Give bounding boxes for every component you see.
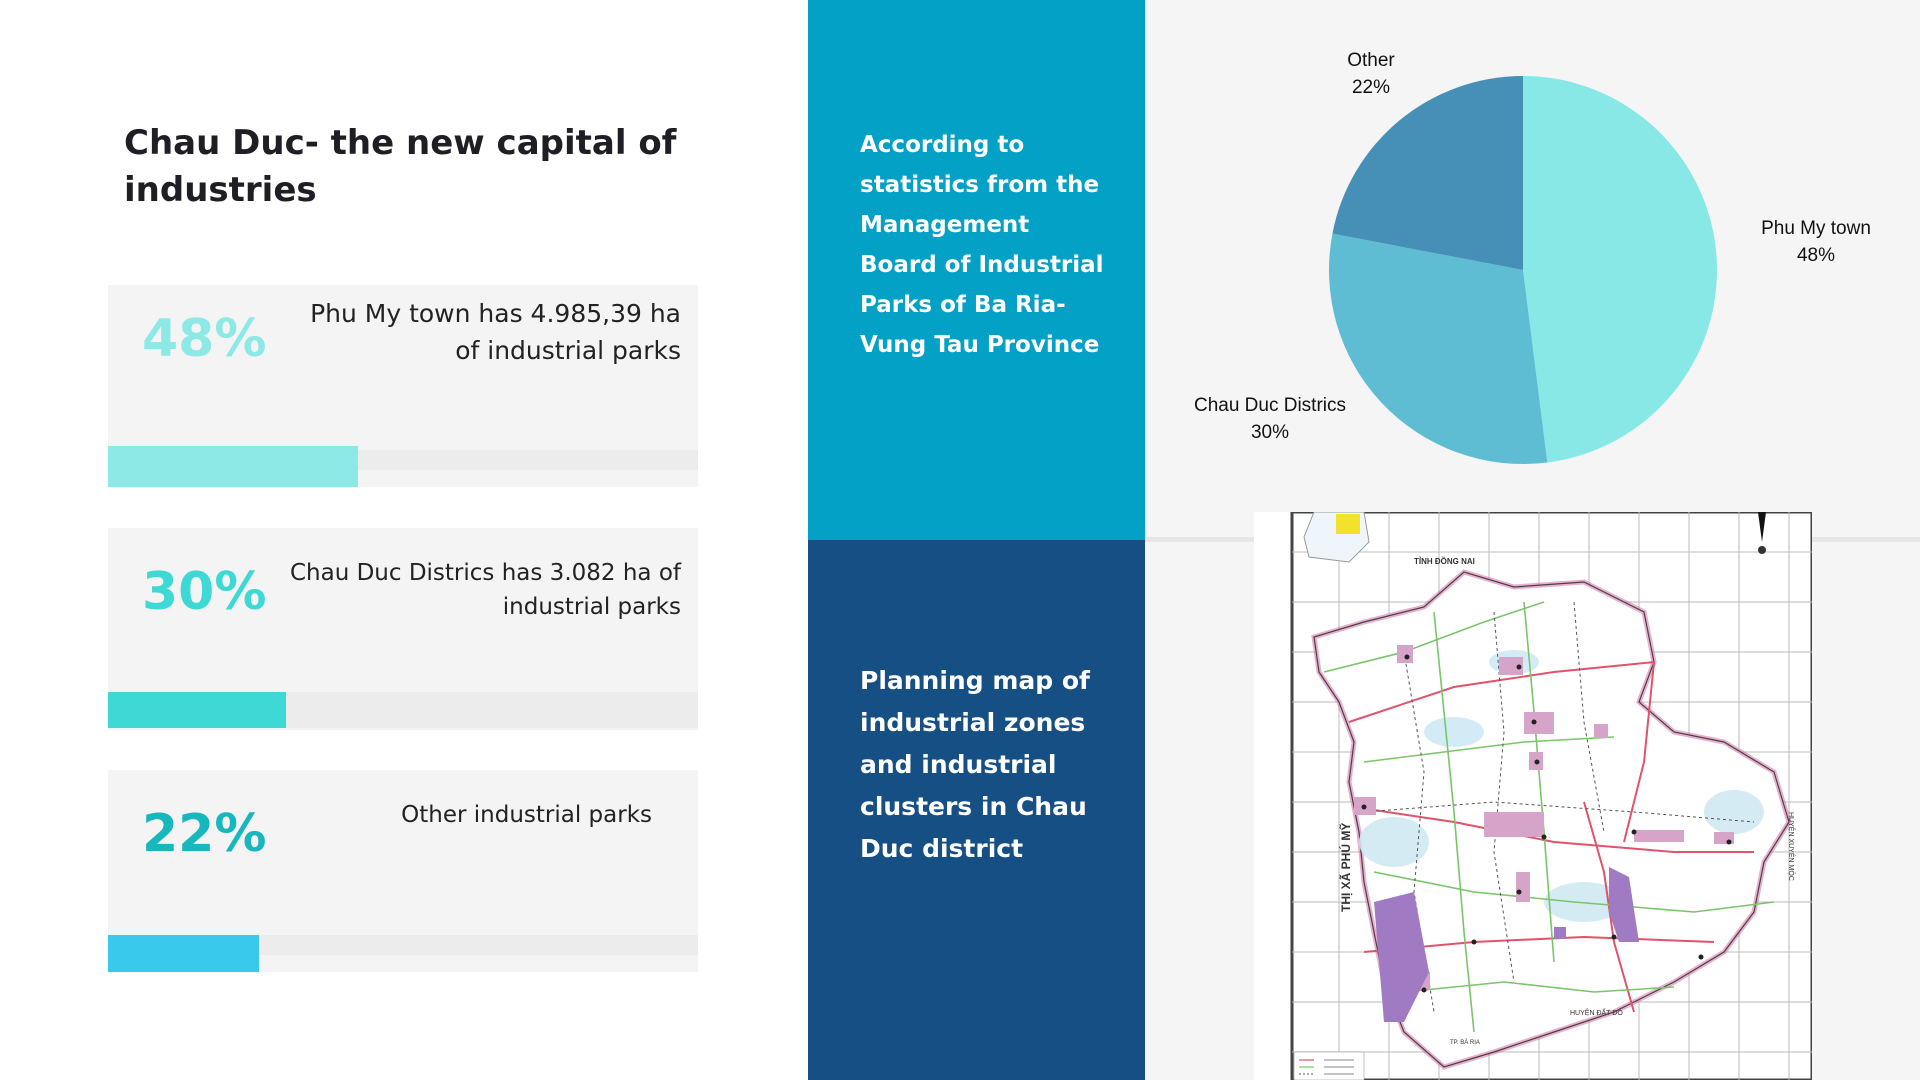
district-outline <box>1313 571 1790 1068</box>
north-arrow-icon <box>1758 512 1766 542</box>
map-caption-panel: Planning map of industrial zones and ind… <box>808 540 1145 1080</box>
stat-description: Other industrial parks <box>401 802 652 828</box>
pie-label-name: Other <box>1347 50 1395 71</box>
map-legend <box>1293 1051 1365 1080</box>
pie-slice-phu-my-town <box>1523 76 1717 463</box>
progress-track <box>108 446 698 487</box>
map-label-south: HUYỆN ĐẤT ĐỎ <box>1570 1007 1623 1017</box>
stat-percent: 30% <box>142 562 267 622</box>
map-label-west: THỊ XÃ PHÚ MỸ <box>1338 823 1353 912</box>
progress-fill <box>108 692 286 728</box>
map-graphic: TỈNH ĐỒNG NAI THỊ XÃ PHÚ MỸ HUYỆN XUYÊN … <box>1254 512 1812 1080</box>
page-title: Chau Duc- the new capital of industries <box>124 123 677 210</box>
stat-description: Chau Duc Districs has 3.082 ha of indust… <box>289 560 681 620</box>
left-panel: Chau Duc- the new capital of industries … <box>0 0 808 1080</box>
pie-slice-chau-duc-districs <box>1329 233 1548 464</box>
progress-fill <box>108 935 259 972</box>
source-text: According to statistics from the Managem… <box>860 132 1104 358</box>
source-panel: According to statistics from the Managem… <box>808 0 1145 540</box>
progress-track <box>108 935 698 972</box>
pie-label-name: Chau Duc Districs <box>1194 395 1346 416</box>
north-arrow-dot <box>1758 546 1766 554</box>
map-markers <box>1361 654 1732 993</box>
progress-fill <box>108 446 358 487</box>
stat-percent: 48% <box>142 309 267 369</box>
pie-chart: Phu My town 48% Chau Duc Districs 30% Other 2… <box>1194 50 1871 464</box>
pie-label-percent: 48% <box>1797 245 1835 266</box>
map-label-east: HUYỆN XUYÊN MỘC <box>1787 812 1796 881</box>
industrial-zones <box>1374 867 1639 1022</box>
stat-percent: 22% <box>142 804 267 864</box>
stat-card-phu-my: 48% Phu My town has 4.985,39 ha of indus… <box>108 285 698 487</box>
map-label-north: TỈNH ĐỒNG NAI <box>1414 556 1475 566</box>
pie-slice-other <box>1332 75 1523 271</box>
pie-label-name: Phu My town <box>1761 218 1871 239</box>
planning-map: TỈNH ĐỒNG NAI THỊ XÃ PHÚ MỸ HUYỆN XUYÊN … <box>1254 512 1812 1080</box>
stat-card-chau-duc: 30% Chau Duc Districs has 3.082 ha of in… <box>108 528 698 730</box>
progress-track <box>108 692 698 728</box>
map-label-sw: TP. BÀ RỊA <box>1450 1039 1480 1046</box>
green-roads <box>1323 601 1775 1033</box>
stat-description: Phu My town has 4.985,39 ha of industria… <box>310 299 681 365</box>
pie-label-percent: 22% <box>1352 77 1390 98</box>
map-caption-text: Planning map of industrial zones and ind… <box>860 666 1090 863</box>
inset-highlight <box>1336 514 1360 534</box>
pie-label-percent: 30% <box>1251 422 1289 443</box>
stat-card-other: 22% Other industrial parks <box>108 770 698 972</box>
